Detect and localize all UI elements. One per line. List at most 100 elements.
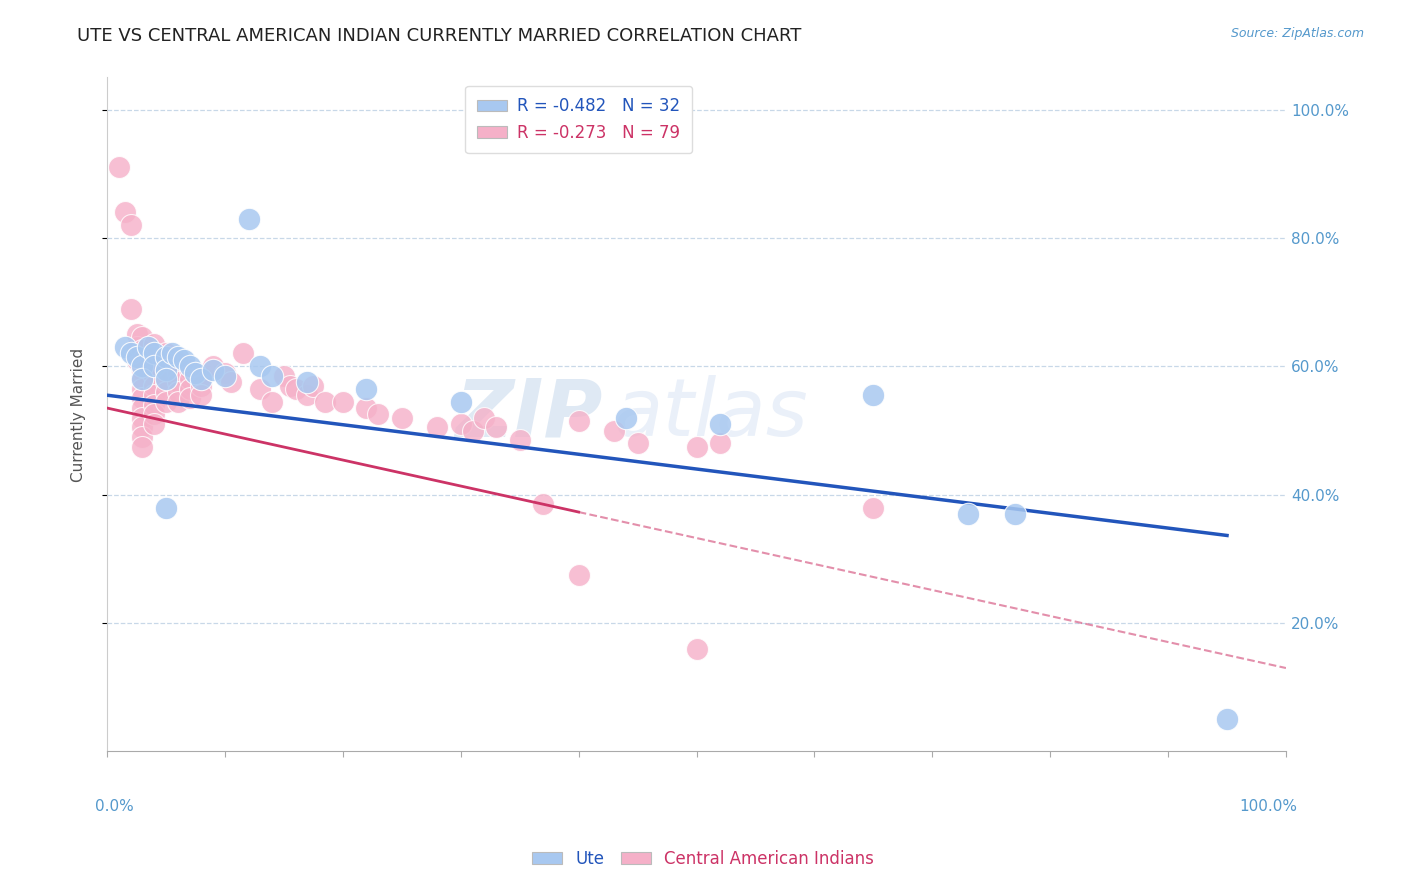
Point: [131, 372, 153, 386]
Point: [155, 394, 177, 409]
Point: [143, 398, 166, 412]
Point: [143, 368, 166, 383]
Point: [332, 394, 354, 409]
Point: [131, 352, 153, 367]
Point: [214, 366, 236, 380]
Point: [155, 346, 177, 360]
Point: [302, 378, 325, 392]
Point: [131, 343, 153, 358]
Point: [131, 392, 153, 406]
Point: [214, 368, 236, 383]
Point: [131, 382, 153, 396]
Point: [155, 376, 177, 390]
Point: [450, 417, 472, 431]
Point: [155, 350, 177, 364]
Point: [426, 420, 449, 434]
Point: [603, 424, 626, 438]
Point: [125, 350, 148, 364]
Point: [179, 362, 201, 376]
Point: [166, 350, 188, 364]
Point: [131, 430, 153, 444]
Point: [125, 352, 148, 367]
Point: [131, 440, 153, 454]
Point: [120, 301, 142, 316]
Point: [143, 417, 166, 431]
Point: [155, 384, 177, 399]
Point: [709, 436, 731, 450]
Text: atlas: atlas: [614, 376, 808, 453]
Text: 0.0%: 0.0%: [96, 798, 134, 814]
Point: [155, 356, 177, 370]
Point: [114, 205, 136, 219]
Point: [568, 568, 591, 582]
Point: [202, 359, 225, 374]
Point: [166, 356, 188, 370]
Point: [131, 359, 153, 374]
Point: [862, 388, 884, 402]
Point: [297, 388, 319, 402]
Point: [143, 346, 166, 360]
Point: [568, 414, 591, 428]
Point: [249, 382, 271, 396]
Point: [314, 394, 336, 409]
Point: [166, 384, 188, 399]
Point: [166, 394, 188, 409]
Point: [143, 388, 166, 402]
Point: [179, 359, 201, 374]
Point: [155, 500, 177, 515]
Point: [143, 378, 166, 392]
Point: [709, 417, 731, 431]
Point: [179, 372, 201, 386]
Point: [184, 366, 207, 380]
Point: [450, 394, 472, 409]
Point: [190, 378, 212, 392]
Point: [190, 372, 212, 386]
Point: [685, 641, 707, 656]
Point: [472, 410, 495, 425]
Point: [120, 346, 142, 360]
Text: ZIP: ZIP: [454, 376, 602, 453]
Point: [485, 420, 508, 434]
Point: [131, 410, 153, 425]
Legend: R = -0.482   N = 32, R = -0.273   N = 79: R = -0.482 N = 32, R = -0.273 N = 79: [465, 86, 692, 153]
Point: [956, 507, 979, 521]
Point: [166, 366, 188, 380]
Text: Source: ZipAtlas.com: Source: ZipAtlas.com: [1230, 27, 1364, 40]
Point: [114, 340, 136, 354]
Point: [391, 410, 413, 425]
Point: [461, 424, 484, 438]
Point: [179, 392, 201, 406]
Point: [120, 218, 142, 232]
Point: [108, 161, 131, 175]
Point: [262, 394, 284, 409]
Point: [531, 497, 554, 511]
Point: [219, 376, 242, 390]
Point: [125, 340, 148, 354]
Point: [143, 359, 166, 374]
Point: [1216, 712, 1239, 726]
Point: [249, 359, 271, 374]
Legend: Ute, Central American Indians: Ute, Central American Indians: [526, 844, 880, 875]
Point: [1004, 507, 1026, 521]
Point: [367, 408, 389, 422]
Point: [685, 440, 707, 454]
Point: [356, 401, 378, 415]
Point: [509, 433, 531, 447]
Point: [155, 366, 177, 380]
Point: [166, 376, 188, 390]
Point: [202, 362, 225, 376]
Point: [125, 327, 148, 342]
Point: [614, 410, 637, 425]
Point: [862, 500, 884, 515]
Point: [273, 368, 295, 383]
Point: [179, 382, 201, 396]
Point: [284, 382, 307, 396]
Point: [138, 340, 160, 354]
Text: 100.0%: 100.0%: [1240, 798, 1298, 814]
Point: [131, 420, 153, 434]
Point: [160, 346, 183, 360]
Point: [262, 368, 284, 383]
Point: [190, 388, 212, 402]
Point: [131, 372, 153, 386]
Point: [143, 350, 166, 364]
